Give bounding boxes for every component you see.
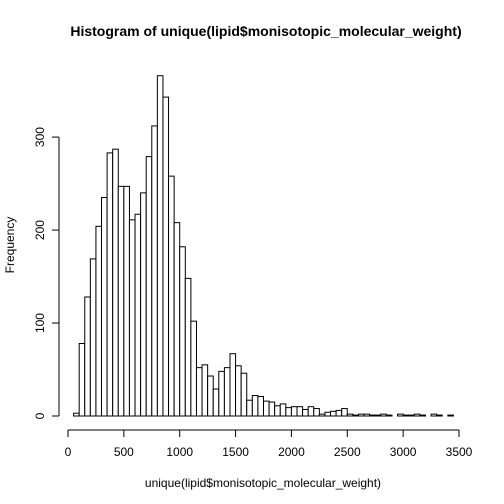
- histogram-bar: [101, 197, 108, 417]
- histogram-bar: [357, 413, 365, 417]
- histogram-bar: [117, 185, 125, 417]
- histogram-bar: [346, 413, 354, 417]
- histogram-bar: [307, 406, 315, 417]
- histogram-bar: [229, 353, 237, 417]
- histogram-bar: [341, 408, 348, 417]
- histogram-bar: [369, 414, 376, 417]
- histogram-bar: [274, 405, 281, 417]
- histogram-bar: [397, 413, 404, 417]
- x-tick-label: 3000: [390, 445, 417, 459]
- histogram-bar: [352, 414, 359, 417]
- histogram-bar: [95, 225, 103, 417]
- histogram-bar: [179, 246, 186, 417]
- histogram-bar: [207, 375, 214, 417]
- histogram-bar: [263, 400, 270, 417]
- y-tick-label: 100: [33, 313, 47, 333]
- histogram-bar: [190, 320, 197, 417]
- y-axis: 0 100 200 300: [33, 127, 60, 419]
- histogram-bar: [330, 410, 337, 417]
- histogram-bar: [223, 367, 231, 417]
- histogram-bar: [251, 395, 259, 417]
- histogram-bar: [374, 414, 382, 417]
- histogram-bar: [128, 219, 136, 417]
- histogram-bar: [184, 277, 192, 417]
- x-axis: 0 500 1000 1500 2000 2500 3000 3500: [65, 429, 473, 459]
- histogram-bar: [73, 412, 80, 417]
- x-tick-label: 0: [65, 445, 72, 459]
- histogram-bar: [235, 365, 242, 417]
- histogram-bar: [285, 407, 292, 417]
- x-tick-label: 1500: [222, 445, 249, 459]
- y-axis-label: Frequency: [3, 217, 17, 274]
- histogram-bar: [134, 213, 142, 417]
- histogram-bar: [257, 395, 265, 417]
- histogram-bar: [385, 414, 393, 417]
- histogram-bar: [313, 408, 320, 417]
- histogram-bar: [268, 401, 276, 417]
- histogram-bar: [408, 414, 415, 417]
- histogram-bar: [168, 175, 175, 417]
- histogram-bar: [402, 414, 410, 417]
- histogram-bar: [318, 413, 326, 417]
- x-axis-label: unique(lipid$monisotopic_molecular_weigh…: [145, 476, 381, 490]
- histogram-bar: [302, 408, 309, 417]
- histogram-bar: [140, 192, 147, 417]
- histogram-bar: [78, 342, 86, 417]
- x-tick-label: 2000: [278, 445, 305, 459]
- x-tick-label: 2500: [334, 445, 361, 459]
- histogram-bar: [324, 411, 332, 417]
- histogram-bar: [162, 96, 170, 417]
- histogram-bar: [436, 414, 443, 417]
- histogram-bar: [447, 414, 454, 417]
- histogram-bar: [240, 372, 248, 417]
- histogram-bar: [296, 406, 304, 417]
- histogram-bar: [218, 370, 225, 417]
- y-tick-label: 0: [33, 412, 47, 419]
- histogram-bar: [112, 148, 119, 417]
- histogram-bar: [195, 367, 203, 417]
- histogram-bar: [89, 258, 97, 417]
- x-tick-label: 500: [114, 445, 134, 459]
- y-tick-label: 300: [33, 127, 47, 147]
- histogram-bar: [419, 414, 426, 417]
- histogram-bar: [145, 156, 153, 417]
- histogram-bar: [413, 413, 421, 417]
- histogram-bar: [363, 413, 371, 417]
- histogram-bar: [84, 296, 91, 417]
- histogram-bars: [73, 75, 454, 417]
- histogram-bar: [290, 406, 298, 417]
- histogram-bar: [212, 388, 220, 417]
- histogram-bar: [123, 185, 130, 417]
- histogram-bar: [151, 125, 158, 417]
- y-tick-label: 200: [33, 220, 47, 240]
- histogram-bar: [173, 222, 181, 417]
- histogram-bar: [106, 152, 114, 417]
- histogram-bar: [380, 413, 387, 417]
- histogram-bar: [156, 75, 164, 417]
- x-tick-label: 3500: [446, 445, 473, 459]
- histogram-bar: [246, 399, 253, 417]
- chart-title: Histogram of unique(lipid$monisotopic_mo…: [70, 23, 461, 39]
- histogram-bar: [430, 413, 438, 417]
- histogram-bar: [279, 403, 287, 417]
- histogram-bar: [335, 409, 343, 417]
- histogram-bar: [201, 364, 209, 417]
- x-tick-label: 1000: [166, 445, 193, 459]
